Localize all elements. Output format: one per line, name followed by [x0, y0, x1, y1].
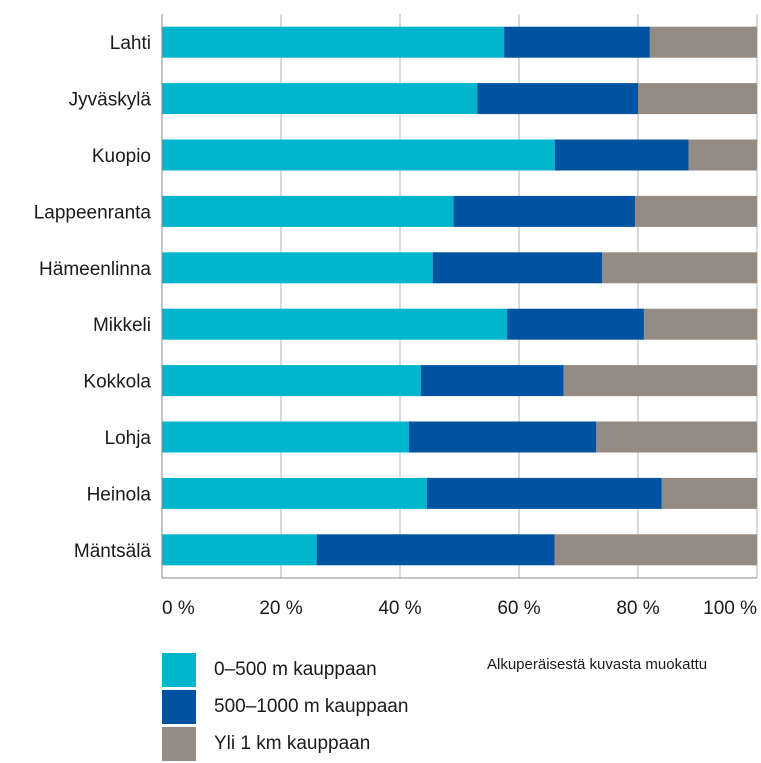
bar-segment — [316, 534, 555, 566]
bar-segment — [635, 195, 757, 227]
x-tick-label: 60 % — [497, 598, 540, 619]
category-label: Kokkola — [83, 372, 151, 393]
bar-segment — [162, 421, 409, 453]
x-tick-label: 40 % — [378, 598, 421, 619]
bar-segment — [563, 365, 757, 397]
bar-segment — [432, 252, 603, 284]
category-label: Mikkeli — [93, 315, 151, 336]
legend-item-over-1km: Yli 1 km kauppaan — [162, 725, 408, 762]
bar-segment — [504, 26, 650, 58]
bar-segment — [649, 26, 757, 58]
bar-segment — [453, 195, 636, 227]
category-label: Hämeenlinna — [39, 259, 151, 280]
bar-segment — [162, 534, 317, 566]
bar-segment — [554, 139, 689, 171]
bar-segment — [162, 195, 454, 227]
stacked-bar-chart: Lahti Jyväskylä Kuopio Lappeenranta Hämeenli… — [34, 14, 758, 619]
x-tick-label: 20 % — [259, 598, 302, 619]
bar-segment — [162, 477, 427, 509]
legend-label-over-1km: Yli 1 km kauppaan — [214, 732, 371, 754]
bar-segment — [162, 83, 478, 115]
legend-item-500-1000: 500–1000 m kauppaan — [162, 688, 408, 725]
bar-segment — [661, 477, 757, 509]
bar-segment — [408, 421, 597, 453]
bar-segment — [162, 26, 505, 58]
bar-segment — [426, 477, 662, 509]
bar-segment — [162, 308, 508, 340]
bar-segment — [596, 421, 757, 453]
category-label: Jyväskylä — [69, 90, 152, 111]
bar-segment — [554, 534, 757, 566]
category-labels: Lahti Jyväskylä Kuopio Lappeenranta Hämeenli… — [34, 33, 152, 562]
x-tick-label: 100 % — [703, 598, 757, 619]
bar-segment — [638, 83, 757, 115]
bar-segment — [477, 83, 638, 115]
category-label: Lohja — [105, 428, 152, 449]
legend-label-500-1000: 500–1000 m kauppaan — [214, 695, 409, 717]
category-label: Heinola — [87, 484, 152, 505]
legend-label-0-500: 0–500 m kauppaan — [214, 658, 377, 680]
source-note: Alkuperäisestä kuvasta muokattu — [487, 656, 708, 673]
bar-segment — [602, 252, 757, 284]
bars — [162, 26, 757, 566]
category-label: Mäntsälä — [74, 541, 152, 562]
category-label: Kuopio — [92, 146, 151, 167]
x-tick-label: 0 % — [162, 598, 195, 619]
legend-swatch-500-1000 — [162, 689, 196, 724]
legend-swatch-over-1km — [162, 726, 196, 761]
legend: 0–500 m kauppaan 500–1000 m kauppaan Yli… — [162, 651, 408, 762]
bar-segment — [643, 308, 757, 340]
bar-segment — [162, 139, 555, 171]
category-label: Lahti — [110, 33, 151, 54]
bar-segment — [688, 139, 757, 171]
x-axis-ticks: 0 % 20 % 40 % 60 % 80 % 100 % — [162, 598, 757, 619]
category-label: Lappeenranta — [34, 202, 152, 223]
bar-segment — [420, 365, 564, 397]
bar-segment — [507, 308, 644, 340]
bar-segment — [162, 365, 421, 397]
bar-segment — [162, 252, 433, 284]
legend-item-0-500: 0–500 m kauppaan — [162, 651, 408, 688]
x-tick-label: 80 % — [616, 598, 659, 619]
legend-swatch-0-500 — [162, 652, 196, 687]
